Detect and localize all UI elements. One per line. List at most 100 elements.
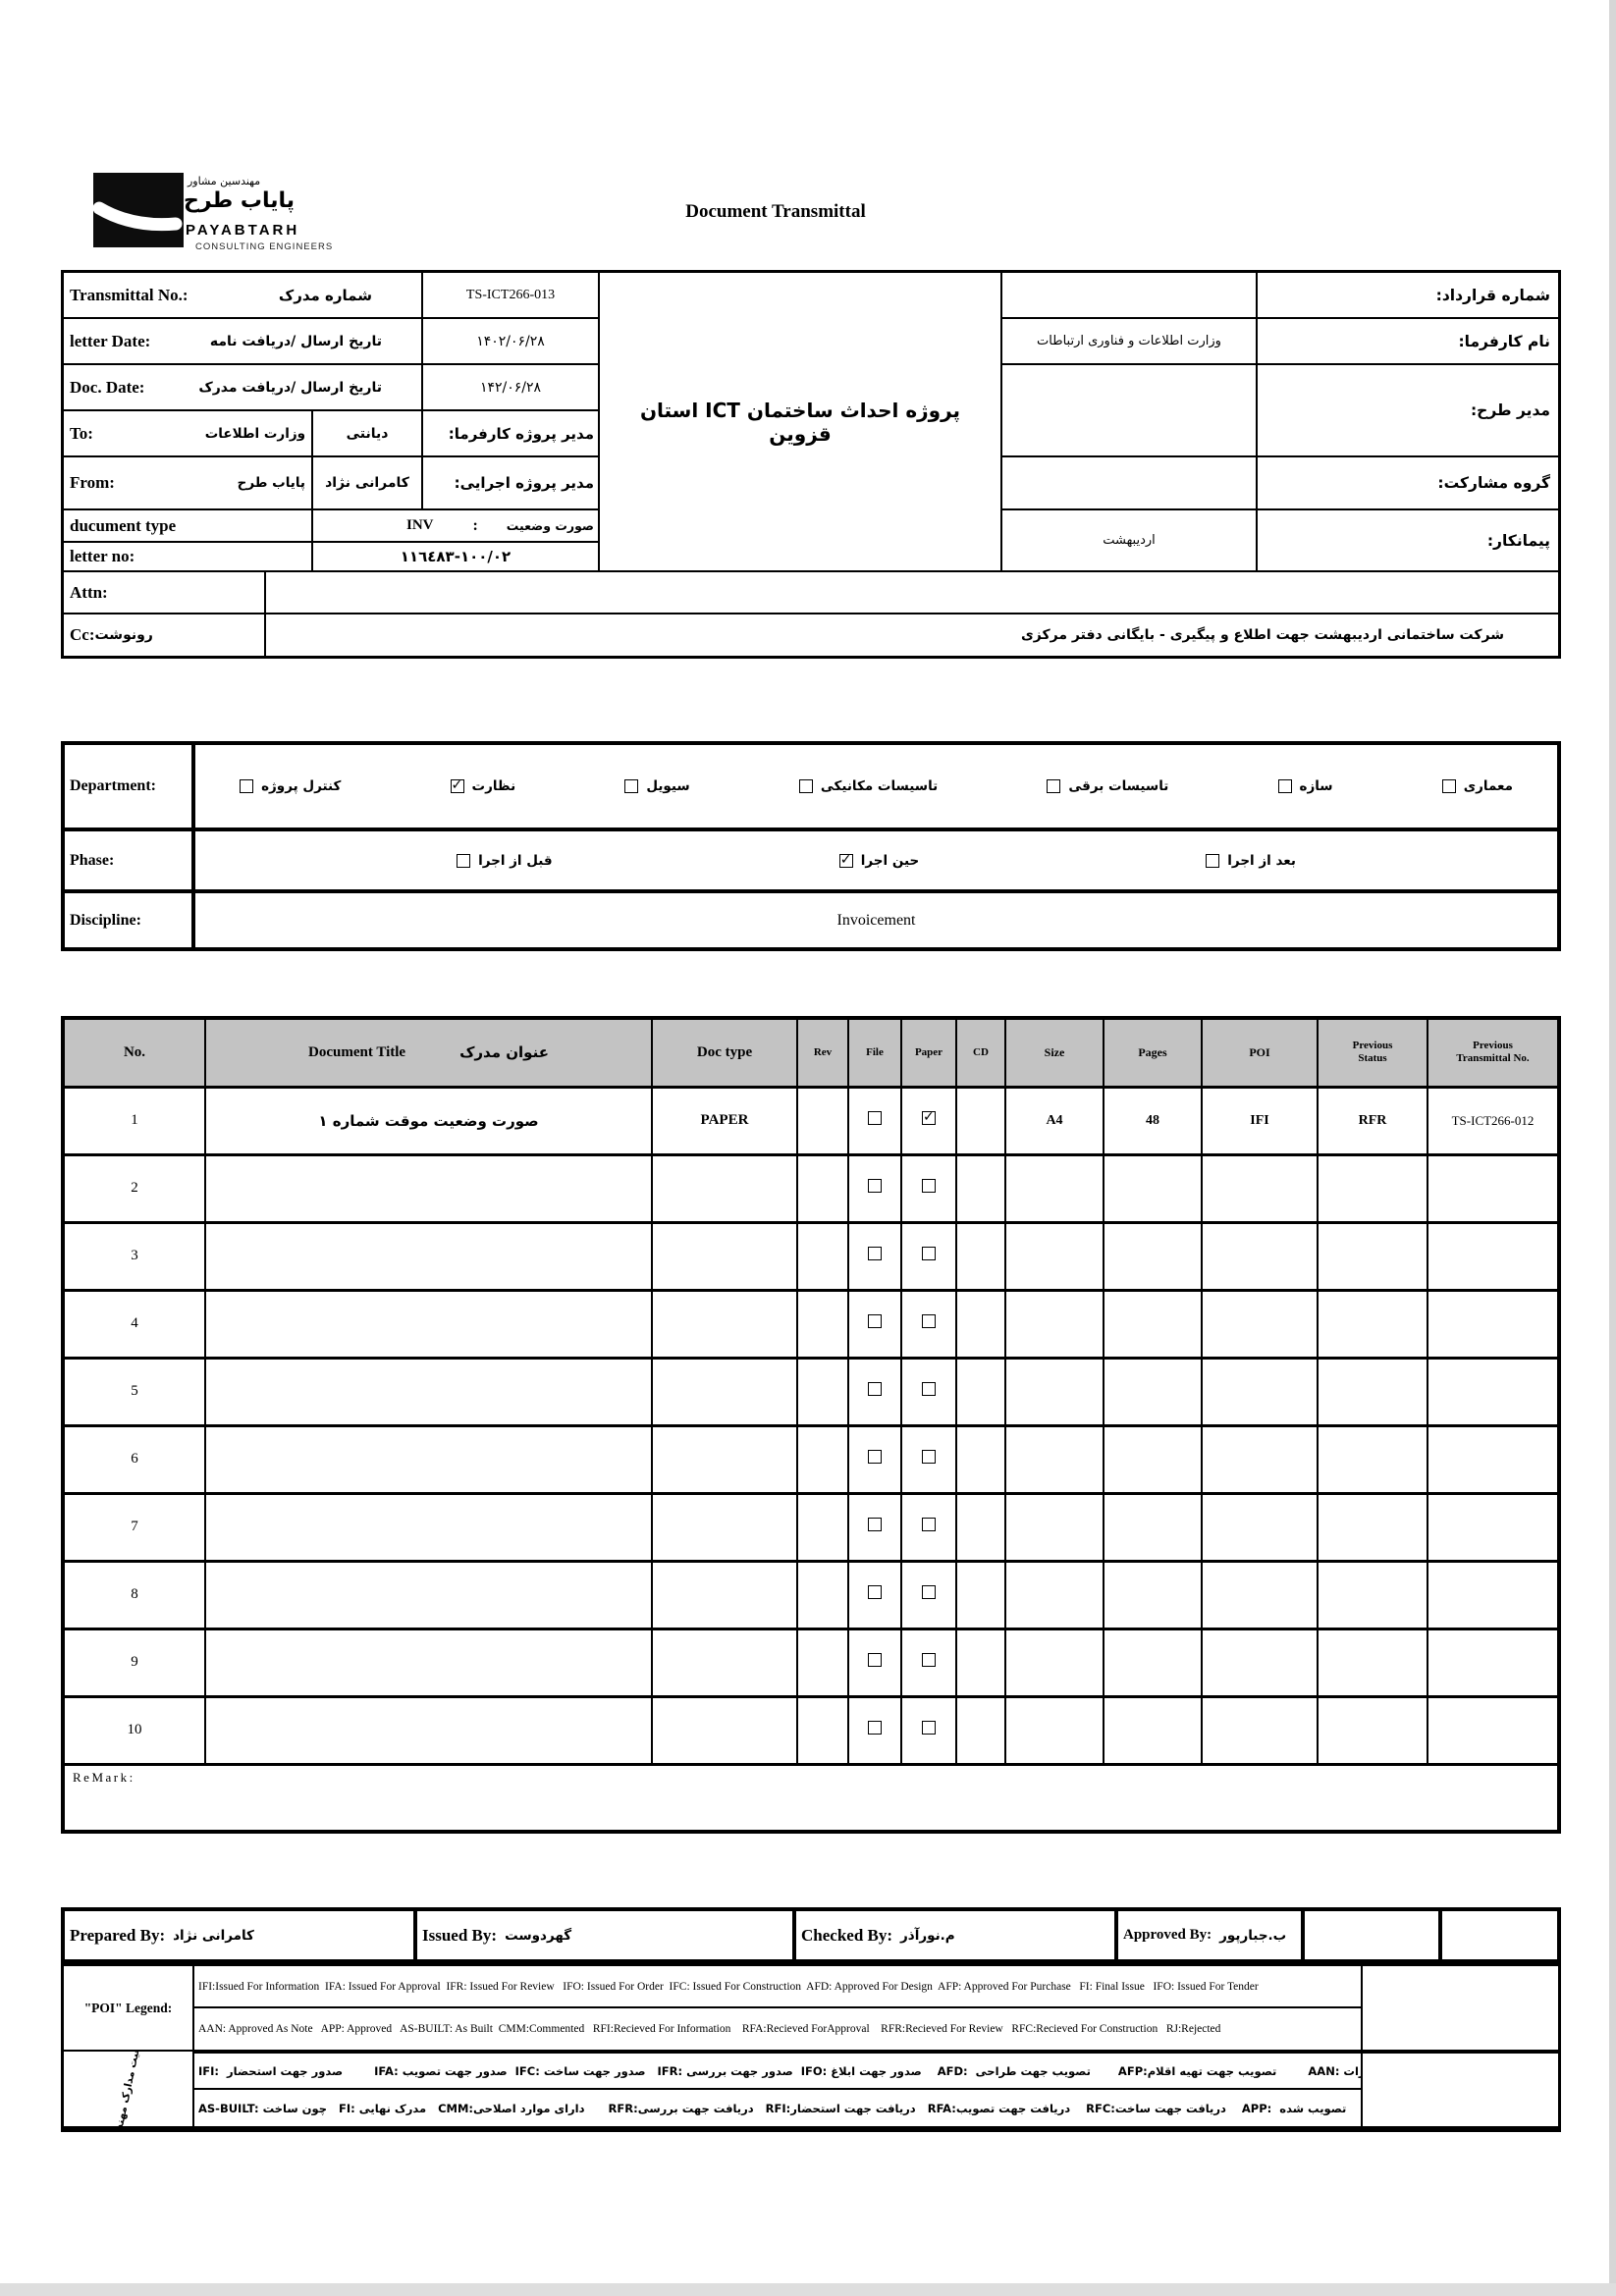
cell-paper (900, 1423, 957, 1495)
signature-row: Prepared By: کامرانی نژاد Issued By: گهر… (61, 1907, 1561, 1963)
cell-file (847, 1220, 902, 1292)
poi-legend-en-row1: IFI:Issued For Information IFA: Issued F… (193, 1965, 1362, 2007)
cell-paper (900, 1085, 957, 1156)
option-checkbox[interactable] (240, 779, 254, 793)
contractor-value: اردیبهشت (1001, 509, 1257, 571)
paper-checkbox[interactable] (922, 1518, 936, 1531)
file-checkbox[interactable] (868, 1111, 882, 1125)
legend-empty-cell-fa (1362, 2051, 1559, 2127)
letter-no-value: ١٠٠/٠٢-١١٦٤٨٣ (312, 542, 599, 571)
cell-paper (900, 1694, 957, 1766)
cell-pages (1103, 1559, 1203, 1630)
poi-legend: "POI" Legend: IFI:Issued For Information… (61, 1963, 1561, 2132)
option-checkbox[interactable] (450, 777, 464, 793)
cell-no: 7 (62, 1491, 206, 1563)
doc-status-side-label: موقعیت مدارک مهندسی (63, 2051, 193, 2127)
paper-checkbox[interactable] (922, 1450, 936, 1464)
checkbox-option: نظارت (450, 777, 515, 794)
paper-checkbox[interactable] (922, 1179, 936, 1193)
cell-rev (796, 1423, 849, 1495)
option-checkbox[interactable] (838, 852, 853, 868)
paper-checkbox[interactable] (922, 1314, 936, 1328)
option-checkbox[interactable] (457, 853, 471, 868)
file-checkbox[interactable] (868, 1653, 882, 1667)
cell-file (847, 1152, 902, 1224)
paper-checkbox[interactable] (922, 1721, 936, 1735)
phase-label: Phase: (63, 829, 193, 891)
document-type-label: ducument type (63, 509, 312, 542)
paper-checkbox[interactable] (922, 1382, 936, 1396)
table-row: 10 (62, 1694, 1560, 1766)
transmittal-no-label: Transmittal No.: شماره مدرک (63, 272, 422, 318)
page-title: Document Transmittal (685, 201, 866, 222)
cell-rev (796, 1559, 849, 1630)
checkbox-option: سیویل (624, 778, 690, 794)
file-checkbox[interactable] (868, 1247, 882, 1260)
cell-file (847, 1356, 902, 1427)
cell-poi (1201, 1288, 1319, 1360)
table-row: 6 (62, 1423, 1560, 1495)
option-checkbox[interactable] (624, 779, 639, 793)
col-paper-header: Paper (900, 1016, 957, 1089)
paper-checkbox[interactable] (922, 1653, 936, 1667)
table-row: 9 (62, 1627, 1560, 1698)
cell-prev-transmittal (1427, 1627, 1560, 1698)
cell-rev (796, 1694, 849, 1766)
cell-size: A4 (1004, 1085, 1104, 1156)
cell-doctype: PAPER (651, 1085, 798, 1156)
client-pm-label: مدیر پروژه کارفرما: (422, 410, 599, 456)
paper-checkbox[interactable] (922, 1109, 936, 1125)
cell-size (1004, 1423, 1104, 1495)
signature-empty-cell-2 (1440, 1909, 1559, 1961)
table-row: 1 صورت وضعیت موقت شماره ۱ PAPER A4 48 IF… (62, 1085, 1560, 1156)
cell-prev-transmittal (1427, 1220, 1560, 1292)
cell-paper (900, 1559, 957, 1630)
file-checkbox[interactable] (868, 1382, 882, 1396)
file-checkbox[interactable] (868, 1518, 882, 1531)
cell-doctype (651, 1152, 798, 1224)
cell-doctype (651, 1220, 798, 1292)
cell-pages (1103, 1423, 1203, 1495)
file-checkbox[interactable] (868, 1450, 882, 1464)
col-cd-header: CD (955, 1016, 1006, 1089)
cell-cd (955, 1694, 1006, 1766)
cell-pages (1103, 1356, 1203, 1427)
paper-checkbox[interactable] (922, 1585, 936, 1599)
table-row: 7 (62, 1491, 1560, 1563)
signature-empty-cell-1 (1303, 1909, 1440, 1961)
cell-prev-transmittal (1427, 1559, 1560, 1630)
checkbox-option: بعد از اجرا (1206, 853, 1296, 869)
option-checkbox[interactable] (1277, 779, 1292, 793)
cell-title (204, 1559, 653, 1630)
cell-file (847, 1559, 902, 1630)
checkbox-option: حین اجرا (838, 852, 919, 869)
option-checkbox[interactable] (1206, 853, 1220, 868)
cell-file (847, 1085, 902, 1156)
option-checkbox[interactable] (798, 779, 813, 793)
cell-size (1004, 1559, 1104, 1630)
cell-doctype (651, 1627, 798, 1698)
checkbox-option: قبل از اجرا (457, 853, 553, 869)
cell-poi: IFI (1201, 1085, 1319, 1156)
document-type-value: INV : صورت وضعیت (312, 509, 599, 542)
file-checkbox[interactable] (868, 1721, 882, 1735)
cell-no: 2 (62, 1152, 206, 1224)
cell-no: 10 (62, 1694, 206, 1766)
cell-no: 5 (62, 1356, 206, 1427)
file-checkbox[interactable] (868, 1179, 882, 1193)
paper-checkbox[interactable] (922, 1247, 936, 1260)
cell-file (847, 1694, 902, 1766)
cell-cd (955, 1152, 1006, 1224)
file-checkbox[interactable] (868, 1585, 882, 1599)
option-checkbox[interactable] (1047, 779, 1061, 793)
option-checkbox[interactable] (1441, 779, 1456, 793)
cell-prev-status (1317, 1152, 1428, 1224)
attn-value (265, 571, 1559, 614)
cell-prev-status (1317, 1356, 1428, 1427)
cell-no: 6 (62, 1423, 206, 1495)
file-checkbox[interactable] (868, 1314, 882, 1328)
cell-prev-status (1317, 1627, 1428, 1698)
cell-no: 1 (62, 1085, 206, 1156)
cell-prev-status (1317, 1694, 1428, 1766)
